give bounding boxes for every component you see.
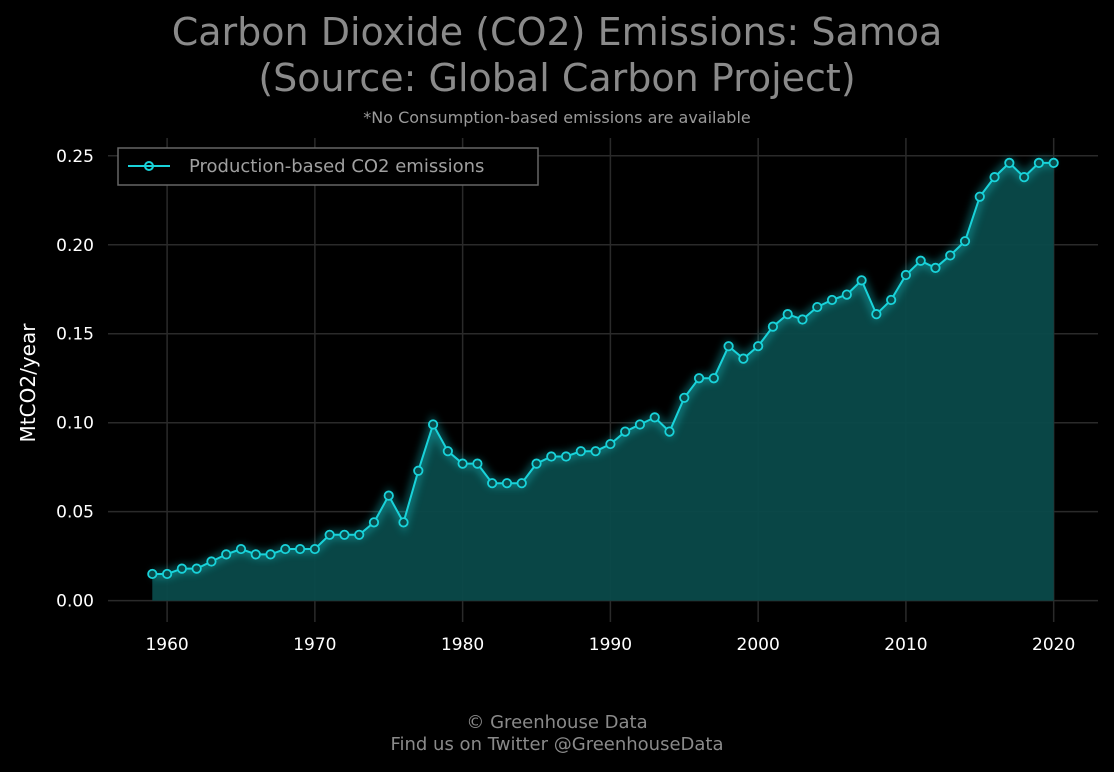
- data-point: [1033, 157, 1044, 169]
- data-point: [487, 478, 498, 489]
- data-point: [841, 289, 852, 300]
- area-layer: [152, 162, 1054, 601]
- data-point: [280, 543, 291, 555]
- data-point: [324, 529, 335, 540]
- chart-title-line1: Carbon Dioxide (CO2) Emissions: Samoa: [171, 10, 943, 54]
- data-point: [413, 465, 424, 476]
- data-point: [398, 517, 409, 528]
- x-tick-label: 1980: [441, 635, 484, 655]
- y-axis-label: MtCO2/year: [16, 323, 40, 443]
- y-axis: 0.00 0.05 0.10 0.15 0.20 0.25: [56, 147, 94, 612]
- chart-subtitle: *No Consumption-based emissions are avai…: [363, 108, 751, 127]
- emissions-chart: 1960 1970 1980 1990 2000 2010 2020 0.00 0.05 0.1…: [16, 138, 1098, 655]
- data-point: [265, 549, 276, 560]
- data-point: [871, 309, 882, 320]
- data-point: [693, 373, 705, 384]
- y-tick-label: 0.10: [56, 414, 94, 434]
- legend: Production-based CO2 emissions: [117, 147, 539, 186]
- data-point: [339, 529, 350, 540]
- y-tick-label: 0.05: [56, 503, 94, 523]
- data-point: [886, 294, 897, 306]
- data-point: [738, 353, 749, 364]
- x-tick-label: 1990: [589, 635, 632, 655]
- data-point: [797, 314, 808, 325]
- data-point: [915, 255, 926, 266]
- legend-box: [117, 147, 539, 186]
- data-point: [679, 392, 690, 403]
- x-tick-label: 2020: [1032, 635, 1075, 655]
- data-point: [753, 341, 764, 352]
- y-tick-label: 0.25: [56, 147, 94, 167]
- data-point: [427, 419, 439, 430]
- x-tick-label: 1970: [293, 635, 336, 655]
- data-point: [294, 543, 306, 555]
- data-point: [812, 301, 823, 313]
- data-point: [900, 269, 912, 281]
- data-point: [309, 543, 320, 555]
- chart-title-line2: (Source: Global Carbon Project): [258, 56, 856, 100]
- data-point: [590, 446, 601, 457]
- data-point: [516, 478, 527, 489]
- data-point: [442, 446, 453, 457]
- footer-credit: © Greenhouse Data: [466, 712, 648, 733]
- y-tick-label: 0.00: [56, 592, 94, 612]
- x-axis: 1960 1970 1980 1990 2000 2010 2020: [145, 635, 1075, 655]
- data-point: [767, 321, 779, 332]
- y-tick-label: 0.20: [56, 236, 94, 256]
- data-point: [974, 191, 985, 202]
- data-point: [235, 543, 247, 555]
- data-point: [191, 563, 202, 574]
- x-tick-label: 2000: [737, 635, 780, 655]
- data-point: [959, 236, 971, 247]
- data-point: [945, 250, 956, 261]
- data-point: [930, 262, 941, 273]
- legend-label: Production-based CO2 emissions: [189, 156, 484, 177]
- data-point: [1004, 157, 1015, 169]
- data-point: [546, 451, 557, 462]
- data-point: [501, 478, 513, 489]
- data-point: [176, 563, 187, 574]
- data-point: [782, 309, 793, 320]
- data-point: [560, 451, 572, 462]
- data-point: [605, 438, 616, 450]
- data-point: [147, 568, 158, 580]
- data-point: [708, 373, 719, 384]
- data-point: [664, 426, 675, 437]
- data-point: [826, 294, 838, 306]
- data-point: [1048, 157, 1059, 169]
- data-point: [250, 549, 261, 560]
- data-point: [723, 341, 734, 352]
- data-point: [1019, 172, 1030, 183]
- data-points: [147, 157, 1059, 580]
- data-point: [649, 412, 660, 423]
- x-tick-label: 1960: [145, 635, 188, 655]
- data-point: [472, 458, 483, 469]
- legend-marker-icon: [144, 161, 154, 171]
- x-tick-label: 2010: [884, 635, 927, 655]
- data-point: [620, 426, 631, 437]
- data-point: [221, 549, 232, 560]
- series-area: [152, 162, 1054, 601]
- data-point: [457, 458, 468, 469]
- data-point: [383, 490, 394, 501]
- data-point: [575, 446, 586, 457]
- data-point: [856, 275, 867, 286]
- footer-twitter: Find us on Twitter @GreenhouseData: [390, 734, 724, 755]
- y-tick-label: 0.15: [56, 325, 94, 345]
- data-point: [206, 556, 217, 567]
- data-point: [368, 517, 380, 528]
- data-point: [162, 568, 173, 580]
- data-point: [531, 458, 542, 469]
- data-point: [989, 172, 1000, 183]
- data-point: [354, 529, 365, 540]
- data-point: [634, 419, 646, 430]
